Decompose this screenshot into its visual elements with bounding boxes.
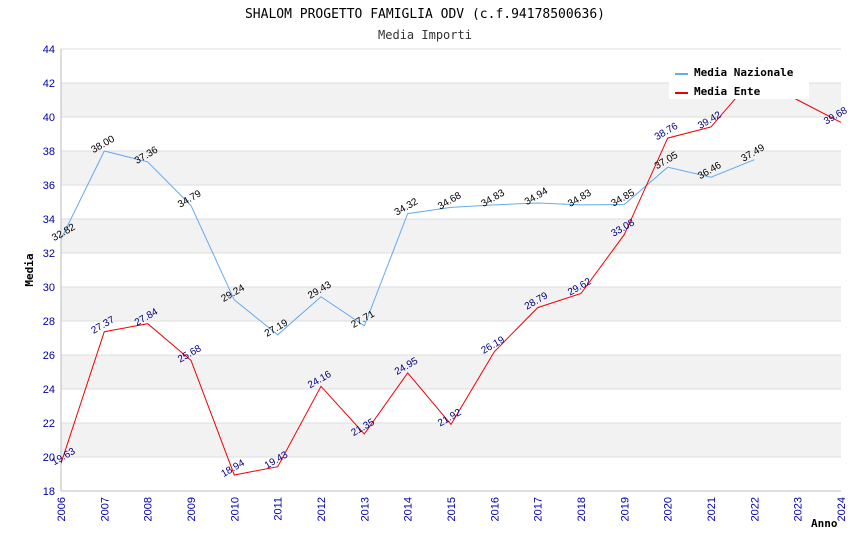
x-tick-label: 2018: [576, 497, 588, 521]
x-tick-label: 2016: [489, 497, 501, 521]
y-tick-label: 42: [43, 78, 55, 90]
data-label: 18.94: [219, 458, 247, 480]
band-32: [61, 219, 841, 253]
x-tick-label: 2010: [229, 497, 241, 521]
series-lines: [61, 76, 841, 476]
y-tick-label: 40: [43, 112, 55, 124]
legend-box: [669, 61, 809, 99]
legend-label: Media Ente: [694, 85, 761, 98]
x-axis-label: Anno: [811, 517, 838, 530]
data-label: 34.68: [436, 190, 464, 212]
x-tick-label: 2022: [749, 497, 761, 521]
x-axis-ticks: 2006 2007 2008 2009 2010 2011 2012 2013 2014 2015…: [56, 497, 848, 521]
band-20: [61, 423, 841, 457]
data-label: 34.79: [176, 188, 204, 210]
y-tick-label: 20: [43, 452, 55, 464]
y-axis-label: Media: [23, 253, 36, 286]
series-line-media-ente: [61, 76, 841, 476]
x-tick-label: 2013: [359, 497, 371, 521]
y-tick-label: 36: [43, 180, 55, 192]
y-tick-label: 18: [43, 486, 55, 498]
data-label: 34.83: [479, 187, 507, 209]
chart-subtitle: Media Importi: [378, 28, 472, 42]
background-bands: [61, 83, 841, 457]
band-28: [61, 287, 841, 321]
band-36: [61, 151, 841, 185]
data-label: 34.94: [523, 186, 551, 208]
x-tick-label: 2006: [56, 497, 68, 521]
data-label: 34.85: [609, 187, 637, 209]
y-axis-ticks: 18 20 22 24 26 28 30 32 34 36 38 40 42 44: [43, 44, 55, 498]
legend: Media Nazionale Media Ente: [669, 61, 809, 99]
x-tick-label: 2020: [663, 497, 675, 521]
x-tick-label: 2017: [533, 497, 545, 521]
y-tick-label: 24: [43, 384, 55, 396]
axes: [60, 49, 841, 492]
y-tick-label: 38: [43, 146, 55, 158]
x-tick-label: 2008: [143, 497, 155, 521]
y-tick-label: 22: [43, 418, 55, 430]
y-tick-label: 32: [43, 248, 55, 260]
x-tick-label: 2009: [186, 497, 198, 521]
series-line-media-nazionale: [61, 150, 755, 336]
y-tick-label: 34: [43, 214, 55, 226]
x-tick-label: 2021: [706, 497, 718, 521]
data-label: 34.83: [566, 187, 594, 209]
x-tick-label: 2012: [316, 497, 328, 521]
x-tick-label: 2007: [99, 497, 111, 521]
x-tick-label: 2019: [619, 497, 631, 521]
x-tick-label: 2014: [403, 497, 415, 521]
legend-label: Media Nazionale: [694, 66, 794, 79]
y-tick-label: 44: [43, 44, 55, 56]
gridlines: [61, 48, 841, 492]
y-tick-label: 26: [43, 350, 55, 362]
y-tick-label: 30: [43, 282, 55, 294]
x-tick-label: 2011: [273, 497, 285, 521]
x-tick-label: 2015: [446, 497, 458, 521]
x-tick-label: 2024: [836, 497, 848, 521]
y-tick-label: 28: [43, 316, 55, 328]
chart-title: SHALOM PROGETTO FAMIGLIA ODV (c.f.941785…: [245, 7, 605, 22]
x-tick-label: 2023: [793, 497, 805, 521]
